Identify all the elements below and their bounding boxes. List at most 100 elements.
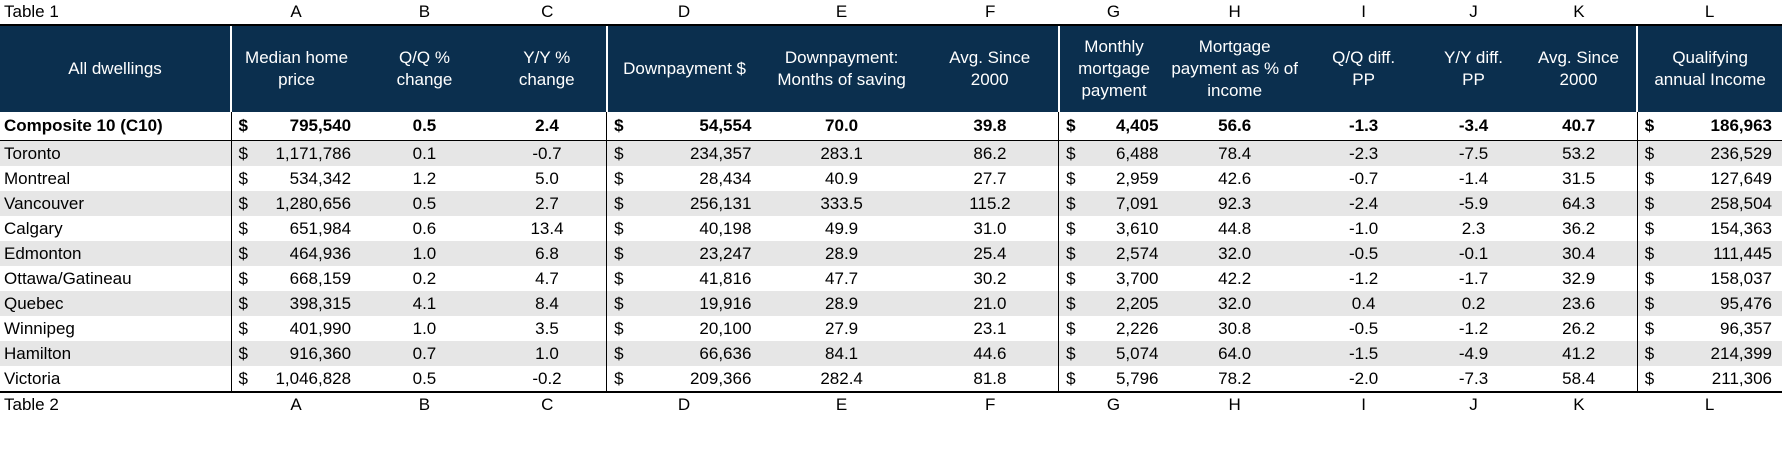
downpayment: 209,366 xyxy=(689,368,752,388)
city-name: Ottawa/Gatineau xyxy=(0,266,232,291)
median-home-price: 464,936 xyxy=(257,241,362,266)
yy-change: 6.8 xyxy=(487,241,608,266)
col-letter-g: G xyxy=(1058,0,1169,26)
dp-avg-since-2000: 86.2 xyxy=(921,140,1060,166)
currency-symbol: $ xyxy=(1066,318,1076,338)
downpayment: 234,357 xyxy=(633,140,762,166)
table-row: Hamilton $916,360 0.7 1.0 $66,636 84.1 44.6 $5,… xyxy=(0,341,1782,366)
col-letter-c: C xyxy=(487,0,607,26)
monthly-mortgage-payment: 2,205 xyxy=(1085,291,1169,316)
col-letter-e: E xyxy=(761,0,922,26)
months-of-saving: 283.1 xyxy=(761,140,922,166)
city-name: Montreal xyxy=(0,166,232,191)
composite-row: Composite 10 (C10) $795,540 0.5 2.4 $54,554 7… xyxy=(0,112,1782,141)
currency-symbol: $ xyxy=(1066,268,1076,288)
yy-diff-pp: 0.2 xyxy=(1426,291,1521,316)
yy-diff-pp: -7.3 xyxy=(1458,368,1489,388)
data-rows: Composite 10 (C10) $795,540 0.5 2.4 $54,554 7… xyxy=(0,112,1782,392)
dp-avg-since-2000: 27.7 xyxy=(921,166,1060,191)
mp-avg-since-2000: 36.2 xyxy=(1520,216,1638,241)
col-letter-c: C xyxy=(487,391,607,417)
col-letter-g: G xyxy=(1058,391,1169,417)
yy-change: 8.4 xyxy=(487,291,608,316)
qualifying-income: 211,306 xyxy=(1711,368,1772,388)
col-letter-d: D xyxy=(606,0,762,26)
monthly-mortgage-payment: 6,488 xyxy=(1085,140,1169,166)
col-letter-d: D xyxy=(606,391,762,417)
currency-symbol: $ xyxy=(231,341,258,366)
mp-avg-since-2000: 53.2 xyxy=(1520,140,1638,166)
header-median-home-price: Median home price xyxy=(231,25,362,112)
mp-avg-since-2000: 23.6 xyxy=(1520,291,1638,316)
yy-diff-pp: -0.1 xyxy=(1426,241,1521,266)
bottom-letter-row: Table 2 A B C D E F G H I J K L xyxy=(0,391,1782,417)
qualifying-income: 214,399 xyxy=(1664,341,1782,366)
monthly-mortgage-payment: 2,574 xyxy=(1085,241,1169,266)
header-downpayment: Downpayment $ xyxy=(606,25,762,112)
monthly-mortgage-payment: 2,959 xyxy=(1115,168,1159,188)
qq-diff-pp: -1.3 xyxy=(1300,112,1427,141)
yy-change: -0.7 xyxy=(487,140,608,166)
median-home-price: 398,315 xyxy=(257,291,362,316)
yy-diff-pp: -7.5 xyxy=(1426,140,1521,166)
currency-symbol: $ xyxy=(1058,191,1086,216)
yy-change: 13.4 xyxy=(487,216,608,241)
median-home-price: 534,342 xyxy=(289,168,352,188)
col-letter-j: J xyxy=(1426,0,1521,26)
header-mp-avg-since-2000: Avg. Since 2000 xyxy=(1520,25,1639,112)
monthly-mortgage-payment: 4,405 xyxy=(1085,112,1169,141)
yy-diff-pp: -3.4 xyxy=(1426,112,1521,141)
monthly-mortgage-payment: 5,074 xyxy=(1085,341,1169,366)
mp-avg-since-2000: 64.3 xyxy=(1520,191,1638,216)
median-home-price: 668,159 xyxy=(289,268,352,288)
currency-symbol: $ xyxy=(614,268,624,288)
currency-symbol: $ xyxy=(1644,218,1655,238)
currency-symbol: $ xyxy=(606,140,634,166)
dp-avg-since-2000: 23.1 xyxy=(921,316,1060,341)
mortgage-pct-income: 32.0 xyxy=(1168,291,1301,316)
qualifying-income: 158,037 xyxy=(1710,268,1772,288)
col-letter-h: H xyxy=(1168,391,1301,417)
dp-avg-since-2000: 31.0 xyxy=(921,216,1060,241)
downpayment: 256,131 xyxy=(633,191,762,216)
months-of-saving: 28.9 xyxy=(761,241,922,266)
downpayment: 54,554 xyxy=(633,112,762,141)
table-row: Vancouver $1,280,656 0.5 2.7 $256,131 333.5 11… xyxy=(0,191,1782,216)
months-of-saving: 47.7 xyxy=(825,268,859,288)
months-of-saving: 333.5 xyxy=(761,191,922,216)
dp-avg-since-2000: 44.6 xyxy=(921,341,1060,366)
qualifying-income: 258,504 xyxy=(1664,191,1782,216)
mp-avg-since-2000: 30.4 xyxy=(1520,241,1638,266)
currency-symbol: $ xyxy=(238,368,248,388)
yy-diff-pp: 2.3 xyxy=(1461,218,1486,238)
mp-avg-since-2000: 41.2 xyxy=(1520,341,1638,366)
city-name: Edmonton xyxy=(0,241,232,266)
median-home-price: 651,984 xyxy=(289,218,352,238)
currency-symbol: $ xyxy=(1637,341,1665,366)
currency-symbol: $ xyxy=(606,191,634,216)
mortgage-pct-income: 42.6 xyxy=(1218,168,1252,188)
dp-avg-since-2000: 39.8 xyxy=(921,112,1060,141)
qq-change: 1.0 xyxy=(361,241,488,266)
months-of-saving: 27.9 xyxy=(825,318,859,338)
months-of-saving: 70.0 xyxy=(761,112,922,141)
currency-symbol: $ xyxy=(1637,241,1665,266)
table-row: Calgary $651,984 0.6 13.4 $40,198 49.9 31.0 $3,… xyxy=(0,216,1782,241)
header-yy-change: Y/Y % change xyxy=(487,25,608,112)
header-mortgage-pct-income: Mortgage payment as % of income xyxy=(1168,25,1301,112)
table2-label: Table 2 xyxy=(0,391,232,417)
header-section: All dwellings Median home price Q/Q % chan… xyxy=(0,25,1782,112)
currency-symbol: $ xyxy=(606,241,634,266)
top-letter-row: Table 1 A B C D E F G H I J K L xyxy=(0,0,1782,26)
header-qq-change: Q/Q % change xyxy=(361,25,488,112)
mp-avg-since-2000: 40.7 xyxy=(1520,112,1638,141)
qq-diff-pp: -0.5 xyxy=(1300,241,1427,266)
qualifying-income: 127,649 xyxy=(1710,168,1772,188)
currency-symbol: $ xyxy=(614,168,624,188)
table-row: Toronto $1,171,786 0.1 -0.7 $234,357 283.1 86.… xyxy=(0,140,1782,166)
monthly-mortgage-payment: 3,610 xyxy=(1115,218,1159,238)
monthly-mortgage-payment: 7,091 xyxy=(1085,191,1169,216)
col-letter-a: A xyxy=(231,0,362,26)
currency-symbol: $ xyxy=(231,241,258,266)
city-name: Victoria xyxy=(0,366,232,392)
